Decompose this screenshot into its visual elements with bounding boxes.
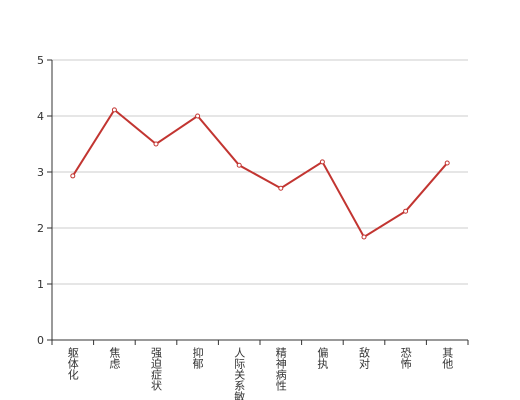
x-tick-label: 焦虑 <box>108 347 121 369</box>
point <box>403 208 409 214</box>
line <box>71 108 448 239</box>
y-tick-label: 1 <box>37 278 44 291</box>
point <box>70 173 76 179</box>
x-tick-label: 躯体化 <box>66 347 79 381</box>
point <box>444 160 450 166</box>
point <box>111 107 117 113</box>
x-tick-label: 偏执 <box>316 346 329 370</box>
x-tick-label: 恐怖 <box>399 347 412 369</box>
x-tick-label: 精神病性 <box>274 347 287 392</box>
y-tick-label: 0 <box>37 334 44 347</box>
y-tick-label: 4 <box>37 110 44 123</box>
x-tick-label: 抑郁 <box>191 346 204 369</box>
point <box>361 234 367 240</box>
x-tick-label: 强迫症状 <box>150 347 163 391</box>
y-tick-label: 3 <box>37 166 44 179</box>
y-tick-label: 5 <box>37 54 44 67</box>
y-tick-label: 2 <box>37 222 44 235</box>
point <box>319 159 325 165</box>
point <box>195 113 201 119</box>
x-tick-label: 人际关系敏感 <box>233 347 246 400</box>
point <box>236 162 242 168</box>
x-tick-label: 其他 <box>441 347 454 369</box>
point <box>278 185 284 191</box>
x-tick-label: 敌对 <box>358 346 371 369</box>
point <box>153 141 159 147</box>
